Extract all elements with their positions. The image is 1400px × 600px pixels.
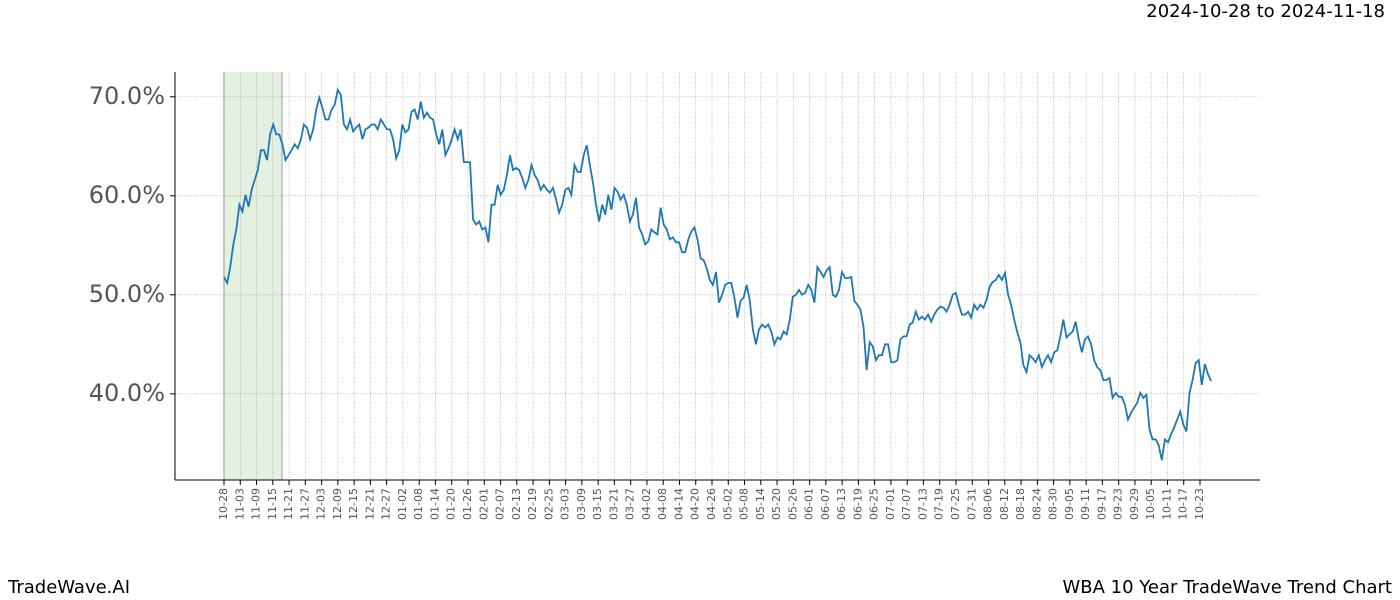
x-tick-label: 02-13 <box>510 488 523 520</box>
footer-left: TradeWave.AI <box>7 577 130 598</box>
x-tick-label: 09-17 <box>1095 488 1108 520</box>
footer-right: WBA 10 Year TradeWave Trend Chart <box>1063 577 1393 598</box>
x-tick-label: 10-17 <box>1177 488 1190 520</box>
x-tick-label: 05-02 <box>721 488 734 520</box>
x-tick-label: 08-06 <box>982 488 995 520</box>
x-tick-label: 05-26 <box>786 488 799 520</box>
x-tick-label: 02-07 <box>494 488 507 520</box>
x-tick-label: 08-12 <box>998 488 1011 520</box>
x-tick-label: 11-21 <box>282 488 295 520</box>
x-tick-label: 03-15 <box>591 488 604 520</box>
x-tick-label: 01-26 <box>461 488 474 520</box>
x-tick-label: 10-11 <box>1160 488 1173 520</box>
x-tick-label: 07-19 <box>933 488 946 520</box>
chart-title: 2024-10-28 to 2024-11-18 <box>1146 1 1385 22</box>
x-tick-label: 01-08 <box>412 488 425 520</box>
x-tick-label: 01-14 <box>428 488 441 520</box>
x-tick-label: 03-21 <box>607 488 620 520</box>
trend-line <box>223 87 1212 461</box>
x-tick-label: 06-07 <box>819 488 832 520</box>
x-tick-label: 04-08 <box>656 488 669 520</box>
x-tick-label: 04-26 <box>705 488 718 520</box>
x-tick-label: 02-19 <box>526 488 539 520</box>
x-tick-label: 03-03 <box>559 488 572 520</box>
x-tick-label: 07-25 <box>949 488 962 520</box>
x-tick-label: 01-02 <box>396 488 409 520</box>
x-tick-label: 06-01 <box>803 488 816 520</box>
x-tick-label: 09-29 <box>1128 488 1141 520</box>
x-tick-label: 12-15 <box>347 488 360 520</box>
x-tick-label: 12-09 <box>331 488 344 520</box>
x-tick-label: 05-08 <box>738 488 751 520</box>
x-tick-label: 05-14 <box>754 488 767 520</box>
x-tick-label: 07-13 <box>916 488 929 520</box>
x-tick-label: 10-05 <box>1144 488 1157 520</box>
x-tick-label: 10-28 <box>217 488 230 520</box>
x-tick-label: 04-14 <box>672 488 685 520</box>
x-tick-label: 08-24 <box>1030 488 1043 520</box>
x-tick-label: 04-20 <box>689 488 702 520</box>
x-tick-label: 11-15 <box>266 488 279 520</box>
x-tick-label: 09-05 <box>1063 488 1076 520</box>
x-tick-label: 06-19 <box>851 488 864 520</box>
x-tick-label: 05-20 <box>770 488 783 520</box>
x-tick-label: 03-09 <box>575 488 588 520</box>
x-tick-label: 04-02 <box>640 488 653 520</box>
y-tick-label: 40.0% <box>89 379 165 407</box>
x-tick-label: 12-03 <box>315 488 328 520</box>
x-tick-label: 08-30 <box>1047 488 1060 520</box>
x-tick-label: 07-31 <box>965 488 978 520</box>
y-tick-label: 60.0% <box>89 181 165 209</box>
x-tick-label: 02-25 <box>542 488 555 520</box>
x-tick-label: 01-20 <box>445 488 458 520</box>
x-tick-label: 07-07 <box>900 488 913 520</box>
x-tick-label: 09-11 <box>1079 488 1092 520</box>
x-tick-label: 12-21 <box>363 488 376 520</box>
x-tick-label: 07-01 <box>884 488 897 520</box>
x-tick-label: 06-13 <box>835 488 848 520</box>
x-tick-label: 12-27 <box>380 488 393 520</box>
highlight-band <box>224 72 282 480</box>
x-tick-label: 09-23 <box>1112 488 1125 520</box>
x-tick-label: 08-18 <box>1014 488 1027 520</box>
x-tick-label: 10-23 <box>1193 488 1206 520</box>
x-tick-label: 11-09 <box>250 488 263 520</box>
y-tick-label: 50.0% <box>89 280 165 308</box>
x-tick-label: 02-01 <box>477 488 490 520</box>
x-tick-label: 11-03 <box>233 488 246 520</box>
y-tick-label: 70.0% <box>89 82 165 110</box>
x-tick-label: 06-25 <box>868 488 881 520</box>
x-tick-label: 11-27 <box>298 488 311 520</box>
x-tick-label: 03-27 <box>624 488 637 520</box>
